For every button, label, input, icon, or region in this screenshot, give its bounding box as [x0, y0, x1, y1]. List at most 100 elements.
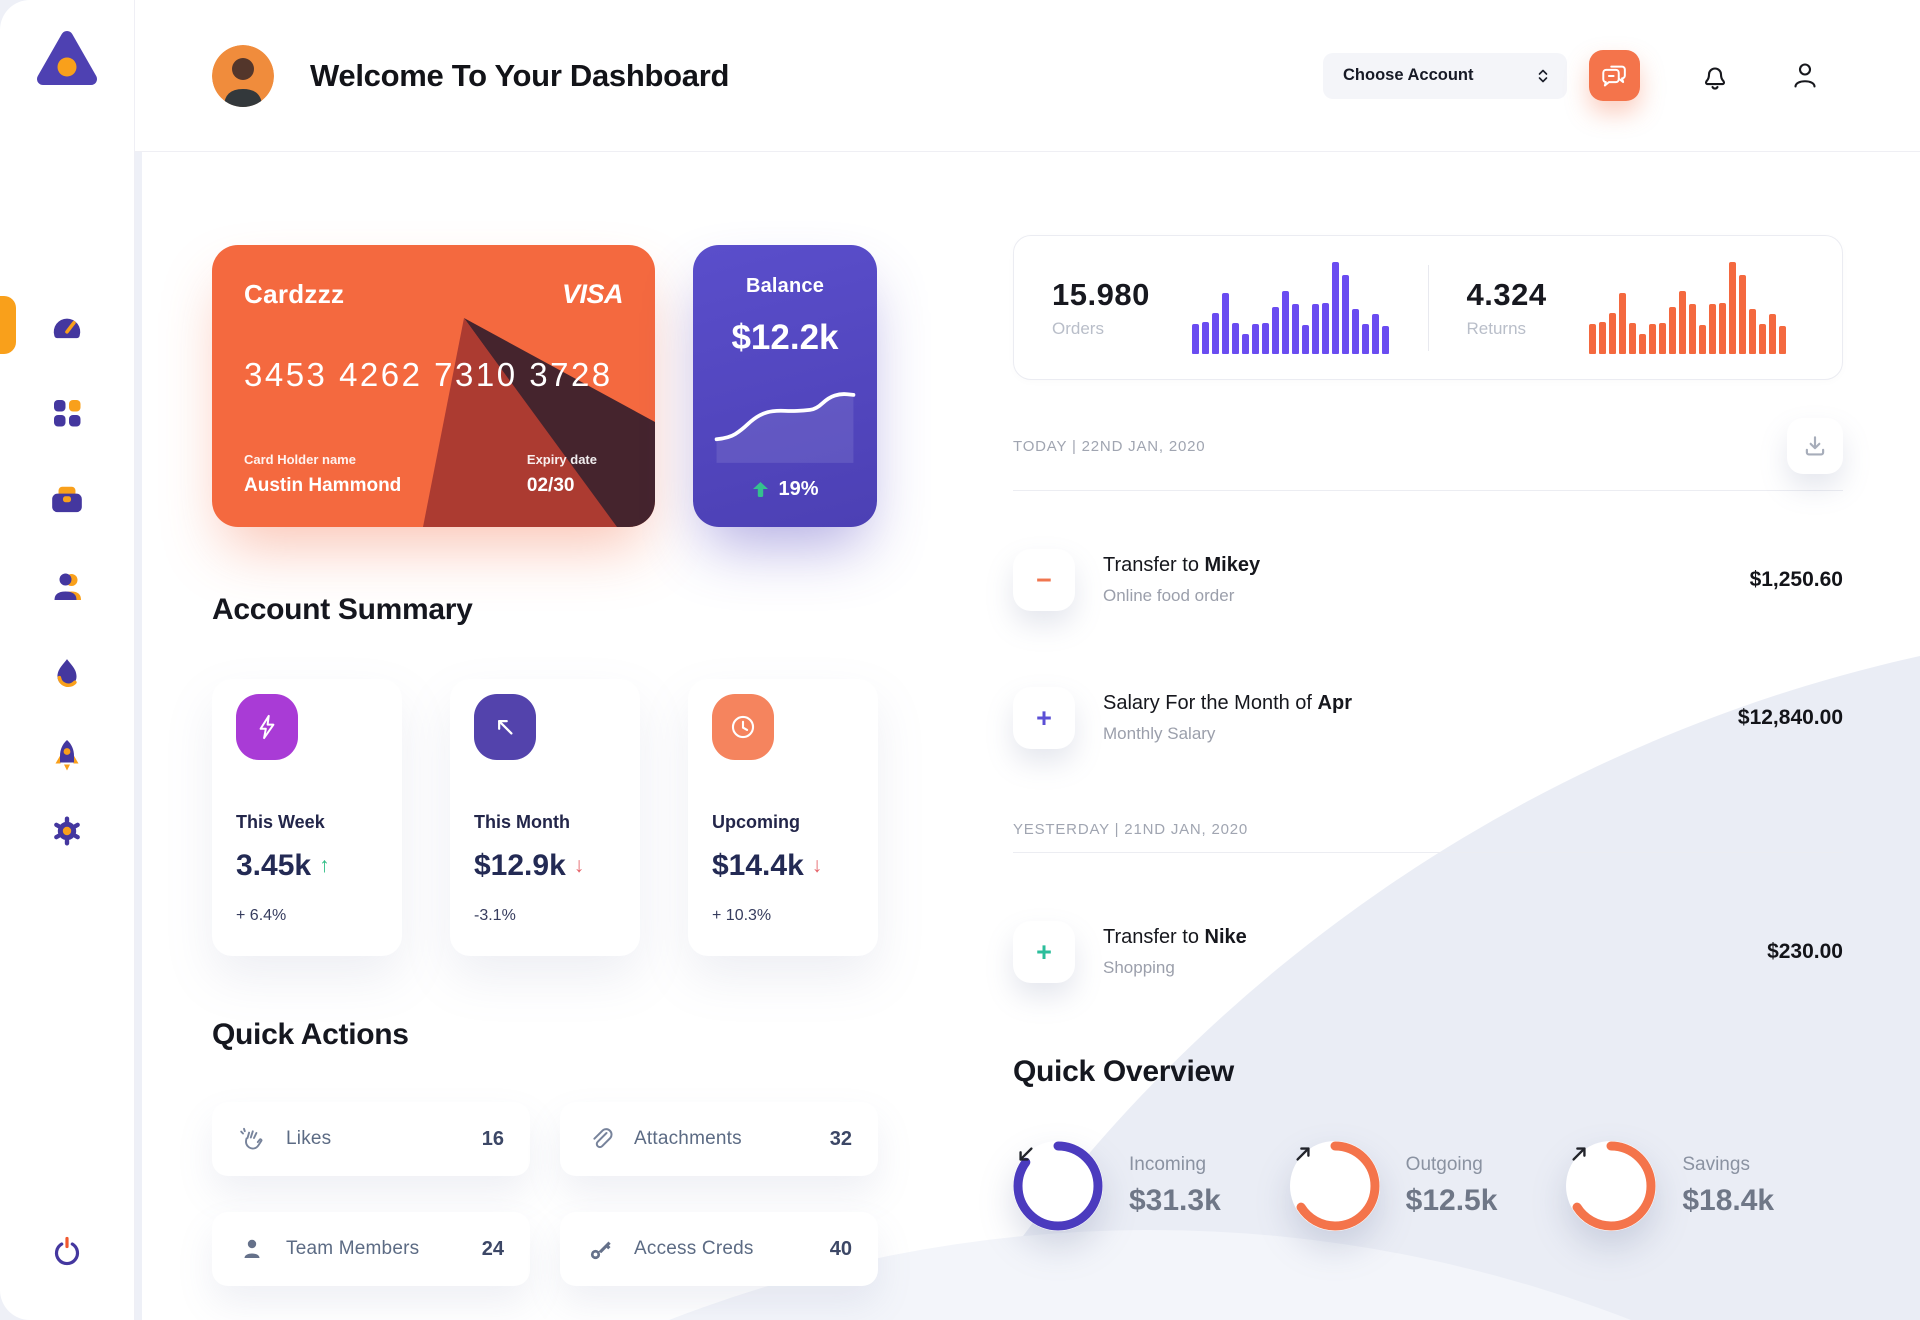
yesterday-date-label: YESTERDAY | 21ND JAN, 2020: [1013, 821, 1249, 838]
gear-icon: [54, 816, 80, 846]
tile-access-creds[interactable]: Access Creds 40: [560, 1212, 878, 1286]
transaction-amount: $230.00: [1767, 940, 1843, 963]
orders-value: 15.980: [1052, 276, 1150, 312]
summary-card-week: This Week 3.45k ↑ + 6.4%: [212, 679, 402, 956]
sidebar: [0, 0, 135, 1320]
sidebar-item-launch[interactable]: [0, 717, 134, 793]
transaction-amount: $12,840.00: [1737, 706, 1843, 729]
user-icon: [54, 573, 81, 600]
tile-attachments[interactable]: Attachments 32: [560, 1102, 878, 1176]
visa-logo: VISA: [561, 279, 624, 309]
arrow-down-left-icon: [1013, 1141, 1103, 1231]
person-icon: [1794, 62, 1816, 88]
summary-value: $12.9k: [474, 849, 566, 882]
sidebar-item-team[interactable]: [0, 543, 134, 630]
card-holder-name: Austin Hammond: [244, 475, 402, 496]
transaction-row[interactable]: + Salary For the Month of Apr Monthly Sa…: [1013, 687, 1843, 749]
app-logo[interactable]: [34, 28, 100, 94]
avatar-image: [212, 44, 274, 107]
summary-delta: -3.1%: [474, 907, 516, 924]
briefcase-icon: [52, 486, 82, 512]
transaction-row[interactable]: + Transfer to Nike Shopping $230.00: [1013, 921, 1843, 983]
page-title: Welcome To Your Dashboard: [310, 57, 730, 93]
member-icon: [244, 1239, 260, 1258]
download-statement-button[interactable]: [1787, 418, 1843, 474]
sidebar-item-activity[interactable]: [0, 630, 134, 717]
returns-stat: 4.324 Returns: [1429, 261, 1843, 354]
trend-up-left-icon: [474, 694, 536, 760]
paperclip-icon: [593, 1128, 613, 1149]
overview-incoming: Incoming $31.3k: [1013, 1141, 1290, 1231]
transaction-subtitle: Online food order: [1103, 586, 1235, 605]
apps-grid-icon: [54, 399, 81, 426]
sidebar-item-apps[interactable]: [0, 369, 134, 456]
notifications-button[interactable]: [1700, 60, 1730, 92]
outgoing-ring-chart: [1289, 1141, 1380, 1231]
summary-card-month: This Month $12.9k ↓ -3.1%: [450, 679, 640, 956]
clap-hands-icon: [240, 1127, 263, 1150]
today-section-header: TODAY | 22ND JAN, 2020: [1013, 418, 1843, 474]
credit-card: Cardzzz VISA 3453 4262 7310 3728 Card Ho…: [212, 245, 655, 527]
ring-value: $18.4k: [1682, 1184, 1775, 1217]
divider: [1013, 490, 1843, 491]
card-expiry: Expiry date 02/30: [527, 452, 597, 497]
sidebar-nav: [0, 282, 134, 869]
ring-label: Outgoing: [1405, 1154, 1483, 1175]
account-select[interactable]: Choose Account: [1323, 52, 1567, 99]
orders-stat: 15.980 Orders: [1014, 261, 1428, 354]
sidebar-item-settings[interactable]: [0, 793, 134, 869]
transaction-row[interactable]: − Transfer to Mikey Online food order $1…: [1013, 549, 1843, 611]
yesterday-section-header: YESTERDAY | 21ND JAN, 2020: [1013, 821, 1843, 838]
messages-button[interactable]: [1589, 50, 1640, 101]
summary-cards: This Week 3.45k ↑ + 6.4% This Month $12.9…: [212, 679, 878, 956]
transaction-subtitle: Shopping: [1103, 958, 1175, 977]
right-column: 15.980 Orders 4.324 Returns TODAY | 22ND…: [1013, 152, 1843, 1320]
chat-bubbles-icon: [1601, 65, 1626, 86]
card-expiry-label: Expiry date: [526, 452, 597, 467]
incoming-ring-chart: [1013, 1141, 1103, 1231]
balance-card: Balance $12.2k 19%: [693, 245, 877, 527]
summary-label: This Week: [236, 812, 325, 832]
clock-icon: [712, 694, 774, 760]
quick-overview-title: Quick Overview: [1013, 1055, 1234, 1088]
rocket-icon: [55, 740, 79, 771]
dashboard-speedometer-icon: [53, 318, 81, 338]
bolt-icon: [236, 694, 298, 760]
balance-change: 19%: [693, 478, 877, 501]
overview-savings: Savings $18.4k: [1566, 1141, 1843, 1231]
profile-button[interactable]: [1790, 60, 1820, 92]
header: Welcome To Your Dashboard Choose Account: [135, 0, 1920, 152]
quick-action-tiles: Likes 16 Attachments 32 Team Members 24: [212, 1102, 878, 1286]
select-chevrons-icon: [1538, 69, 1548, 82]
account-select-label: Choose Account: [1343, 66, 1474, 84]
tile-likes[interactable]: Likes 16: [212, 1102, 530, 1176]
summary-label: Upcoming: [712, 812, 800, 832]
bell-icon: [1704, 66, 1726, 90]
up-arrow-icon: [753, 482, 769, 497]
main-content: Cardzzz VISA 3453 4262 7310 3728 Card Ho…: [135, 152, 1920, 1320]
trend-arrow: ↑: [319, 854, 330, 877]
sidebar-item-work[interactable]: [0, 456, 134, 543]
tile-label: Likes: [286, 1128, 332, 1149]
savings-ring-chart: [1566, 1141, 1657, 1231]
summary-value: 3.45k: [236, 849, 312, 882]
tile-count: 16: [481, 1127, 504, 1150]
orders-returns-card: 15.980 Orders 4.324 Returns: [1013, 235, 1843, 380]
tile-label: Team Members: [286, 1238, 420, 1259]
tile-team-members[interactable]: Team Members 24: [212, 1212, 530, 1286]
transaction-minus-icon: −: [1013, 549, 1075, 611]
summary-delta: + 6.4%: [236, 907, 287, 924]
power-icon: [54, 1236, 80, 1266]
today-date-label: TODAY | 22ND JAN, 2020: [1013, 437, 1206, 455]
transaction-subtitle: Monthly Salary: [1103, 724, 1216, 743]
logout-power-button[interactable]: [50, 1235, 84, 1274]
card-decor-triangles: [423, 318, 655, 527]
transaction-title: Transfer to Nike: [1103, 926, 1247, 948]
sidebar-item-dashboard[interactable]: [0, 282, 134, 369]
returns-label: Returns: [1466, 318, 1527, 338]
returns-bar-chart: [1588, 261, 1786, 354]
transaction-amount: $1,250.60: [1749, 568, 1843, 591]
orders-label: Orders: [1052, 318, 1104, 338]
card-expiry-date: 02/30: [526, 475, 575, 496]
